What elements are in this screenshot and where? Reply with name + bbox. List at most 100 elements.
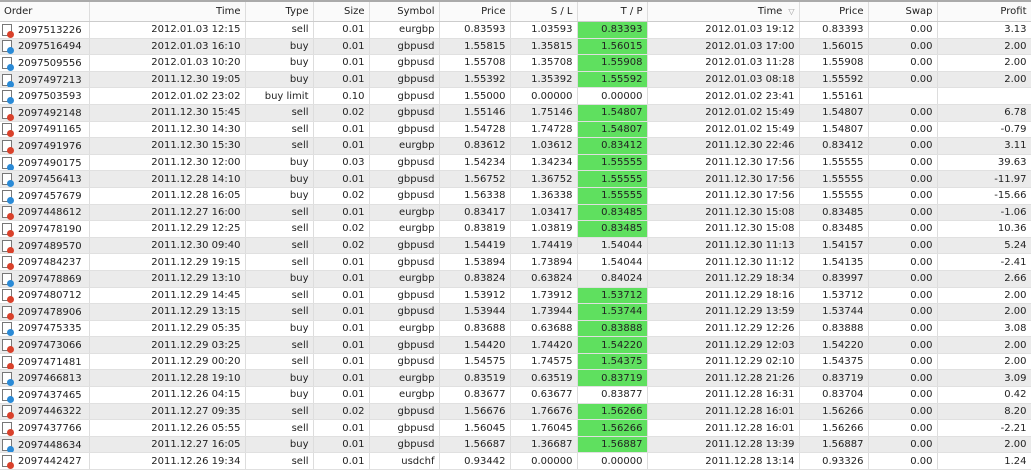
table-row[interactable]: 2097466813 2011.12.28 19:10 buy 0.01 eurgbp 0… <box>0 369 1031 388</box>
cell-stop-loss: 1.76676 <box>510 403 578 421</box>
cell-size: 0.01 <box>313 21 370 39</box>
cell-order: 2097491165 <box>0 121 90 139</box>
cell-type: buy <box>245 320 314 338</box>
cell-take-profit: 0.84024 <box>577 270 648 288</box>
table-row[interactable]: 2097456413 2011.12.28 14:10 buy 0.01 gbpusd 1… <box>0 170 1031 188</box>
cell-close-time: 2011.12.30 17:56 <box>647 170 800 188</box>
table-row[interactable]: 2097473066 2011.12.29 03:25 sell 0.01 gbpusd… <box>0 336 1031 354</box>
cell-order: 2097497213 <box>0 71 90 89</box>
cell-size: 0.02 <box>313 104 370 122</box>
column-header-label: Price <box>839 6 864 17</box>
table-row[interactable]: 2097457679 2011.12.28 16:05 buy 0.02 gbpusd 1… <box>0 187 1031 205</box>
table-row[interactable]: 2097516494 2012.01.03 16:10 buy 0.01 gbpusd 1… <box>0 38 1031 56</box>
order-id: 2097446322 <box>18 406 82 418</box>
cell-close-time: 2011.12.29 13:59 <box>647 303 800 321</box>
cell-profit: -1.06 <box>937 204 1031 222</box>
order-id: 2097480712 <box>18 290 82 302</box>
cell-profit: 10.36 <box>937 220 1031 238</box>
table-row[interactable]: 2097475335 2011.12.29 05:35 buy 0.01 eurgbp 0… <box>0 320 1031 338</box>
buy-order-icon <box>2 322 14 336</box>
column-header-stop-loss[interactable]: S / L <box>510 0 578 22</box>
table-row[interactable]: 2097442427 2011.12.26 19:34 sell 0.01 usdchf… <box>0 452 1031 470</box>
column-header-symbol[interactable]: Symbol <box>369 0 440 22</box>
table-row[interactable]: 2097492148 2011.12.30 15:45 sell 0.02 gbpusd… <box>0 104 1031 122</box>
cell-close-time: 2011.12.30 11:12 <box>647 253 800 271</box>
cell-open-time: 2011.12.29 19:15 <box>89 253 246 271</box>
table-row[interactable]: 2097480712 2011.12.29 14:45 sell 0.01 gbpusd… <box>0 287 1031 305</box>
cell-size: 0.02 <box>313 187 370 205</box>
cell-close-price: 0.83485 <box>799 220 869 238</box>
cell-close-price: 0.83997 <box>799 270 869 288</box>
order-id: 2097456413 <box>18 174 82 186</box>
cell-stop-loss: 1.76045 <box>510 419 578 437</box>
table-row[interactable]: 2097491976 2011.12.30 15:30 sell 0.01 eurgbp… <box>0 137 1031 155</box>
buy-order-icon <box>2 388 14 403</box>
table-row[interactable]: 2097471481 2011.12.29 00:20 sell 0.01 gbpusd… <box>0 353 1031 371</box>
cell-symbol: gbpusd <box>369 54 440 72</box>
cell-take-profit: 0.00000 <box>577 87 648 105</box>
column-header-take-profit[interactable]: T / P <box>577 0 648 22</box>
table-row[interactable]: 2097497213 2011.12.30 19:05 buy 0.01 gbpusd 1… <box>0 71 1031 89</box>
cell-open-price: 0.93442 <box>439 452 511 470</box>
column-header-size[interactable]: Size <box>313 0 370 22</box>
cell-symbol: gbpusd <box>369 121 440 139</box>
cell-open-price: 0.83824 <box>439 270 511 288</box>
order-id: 2097448634 <box>18 439 82 451</box>
column-header-open-time[interactable]: Time <box>89 0 246 22</box>
column-header-open-price[interactable]: Price <box>439 0 511 22</box>
table-row[interactable]: 2097446322 2011.12.27 09:35 sell 0.02 gbpusd… <box>0 403 1031 421</box>
cell-close-time: 2012.01.02 23:41 <box>647 87 800 105</box>
order-id: 2097513226 <box>18 24 82 36</box>
cell-close-price: 1.56266 <box>799 419 869 437</box>
table-row[interactable]: 2097491165 2011.12.30 14:30 sell 0.01 gbpusd… <box>0 121 1031 139</box>
cell-symbol: gbpusd <box>369 71 440 89</box>
cell-open-price: 1.56045 <box>439 419 511 437</box>
cell-close-time: 2012.01.03 08:18 <box>647 71 800 89</box>
cell-type: sell <box>245 237 314 255</box>
column-header-order[interactable]: Order <box>0 0 90 22</box>
cell-open-price: 1.54419 <box>439 237 511 255</box>
cell-size: 0.01 <box>313 121 370 139</box>
table-row[interactable]: 2097478906 2011.12.29 13:15 sell 0.01 gbpusd… <box>0 303 1031 321</box>
cell-open-price: 1.54420 <box>439 336 511 354</box>
column-header-type[interactable]: Type <box>245 0 314 22</box>
column-header-swap[interactable]: Swap <box>868 0 938 22</box>
table-row[interactable]: 2097437766 2011.12.26 05:55 sell 0.01 gbpusd… <box>0 419 1031 437</box>
cell-order: 2097503593 <box>0 87 90 105</box>
cell-size: 0.02 <box>313 403 370 421</box>
column-header-close-time[interactable]: Time ▽ <box>647 0 800 22</box>
table-row[interactable]: 2097478869 2011.12.29 13:10 buy 0.01 eurgbp 0… <box>0 270 1031 288</box>
order-id: 2097466813 <box>18 373 82 385</box>
table-row[interactable]: 2097509556 2012.01.03 10:20 buy 0.01 gbpusd 1… <box>0 54 1031 72</box>
cell-size: 0.01 <box>313 369 370 388</box>
cell-profit: 39.63 <box>937 154 1031 172</box>
cell-type: sell <box>245 121 314 139</box>
table-row[interactable]: 2097490175 2011.12.30 12:00 buy 0.03 gbpusd 1… <box>0 154 1031 172</box>
order-id: 2097475335 <box>18 323 82 335</box>
table-row[interactable]: 2097484237 2011.12.29 19:15 sell 0.01 gbpusd… <box>0 253 1031 271</box>
cell-profit: 0.42 <box>937 386 1031 404</box>
column-header-profit[interactable]: Profit <box>937 0 1031 22</box>
table-row[interactable]: 2097478190 2011.12.29 12:25 sell 0.02 eurgbp… <box>0 220 1031 238</box>
table-row[interactable]: 2097448612 2011.12.27 16:00 sell 0.01 eurgbp… <box>0 204 1031 222</box>
cell-type: buy <box>245 54 314 72</box>
cell-take-profit: 0.83888 <box>577 320 648 338</box>
cell-close-time: 2012.01.03 17:00 <box>647 38 800 56</box>
cell-stop-loss: 1.35815 <box>510 38 578 56</box>
table-row[interactable]: 2097513226 2012.01.03 12:15 sell 0.01 eurgbp… <box>0 21 1031 39</box>
table-row[interactable]: 2097437465 2011.12.26 04:15 buy 0.01 eurgbp 0… <box>0 386 1031 404</box>
cell-take-profit: 1.53712 <box>577 287 648 305</box>
table-row[interactable]: 2097489570 2011.12.30 09:40 sell 0.02 gbpusd… <box>0 237 1031 255</box>
column-header-close-price[interactable]: Price <box>799 0 869 22</box>
cell-open-time: 2011.12.27 16:05 <box>89 436 246 454</box>
table-row[interactable]: 2097503593 2012.01.02 23:02 buy limit 0.10 g… <box>0 87 1031 105</box>
table-row[interactable]: 2097448634 2011.12.27 16:05 buy 0.01 gbpusd 1… <box>0 436 1031 454</box>
cell-close-time: 2012.01.03 11:28 <box>647 54 800 72</box>
cell-size: 0.01 <box>313 71 370 89</box>
cell-symbol: gbpusd <box>369 253 440 271</box>
cell-close-price: 1.55161 <box>799 87 869 105</box>
cell-take-profit: 1.55555 <box>577 170 648 188</box>
buy-order-icon <box>2 73 14 87</box>
cell-open-time: 2011.12.30 09:40 <box>89 237 246 255</box>
